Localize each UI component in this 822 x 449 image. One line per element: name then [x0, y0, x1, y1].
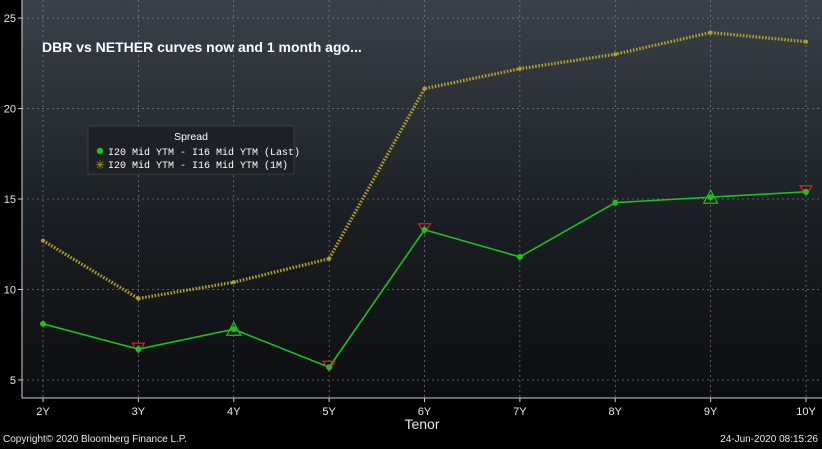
legend-box [87, 125, 295, 175]
point-1m [422, 86, 427, 91]
min-marker [798, 185, 814, 197]
point-last [707, 194, 714, 201]
point-last [421, 226, 428, 233]
point-1m [517, 66, 522, 71]
min-marker [131, 342, 146, 355]
max-marker [702, 188, 719, 204]
x-tick-label: 6Y [418, 406, 432, 418]
point-1m [708, 30, 713, 35]
legend-entry-last: I20 Mid YTM - I16 Mid YTM (Last) [108, 147, 300, 159]
legend-marker-1m: ✳ [95, 158, 105, 172]
y-tick-label: 5 [10, 375, 16, 387]
point-1m [613, 52, 618, 57]
point-last [803, 188, 809, 195]
timestamp-text: 24-Jun-2020 08:15:26 [720, 434, 818, 445]
min-marker [417, 223, 432, 235]
series-layer [40, 30, 814, 373]
min-marker [322, 360, 337, 373]
max-marker [225, 320, 242, 336]
point-last [612, 199, 619, 206]
point-1m [327, 256, 332, 261]
point-1m [136, 296, 141, 301]
axes: 5 10 15 20 25 2Y 3Y 4Y 5Y 6Y 7Y 8Y 9Y 10Y [4, 0, 822, 418]
legend-marker-last [96, 147, 104, 155]
x-axis-label: Tenor [404, 416, 439, 432]
y-tick-label: 15 [4, 194, 16, 206]
chart-title: DBR vs NETHER curves now and 1 month ago… [42, 39, 362, 55]
point-last [135, 346, 142, 353]
y-tick-label: 25 [4, 13, 16, 25]
point-last [516, 253, 523, 260]
point-1m [804, 39, 808, 44]
x-tick-label: 4Y [227, 406, 241, 418]
copyright-text: Copyright© 2020 Bloomberg Finance L.P. [3, 434, 187, 445]
point-1m [231, 280, 236, 285]
x-tick-label: 9Y [704, 406, 718, 418]
point-last [40, 320, 46, 327]
x-tick-label: 7Y [513, 406, 527, 418]
x-tick-label: 5Y [322, 406, 336, 418]
x-tick-label: 8Y [609, 406, 623, 418]
point-last [230, 326, 237, 333]
point-last [326, 364, 333, 371]
y-tick-label: 20 [4, 104, 16, 116]
legend-entry-1m: I20 Mid YTM - I16 Mid YTM (1M) [108, 160, 288, 172]
x-tick-label: 10Y [796, 406, 816, 418]
legend: Spread I20 Mid YTM - I16 Mid YTM (Last) … [87, 125, 300, 175]
legend-title: Spread [174, 131, 208, 143]
x-tick-label: 3Y [132, 406, 146, 418]
y-tick-label: 10 [4, 284, 16, 296]
grid-lines [22, 0, 822, 398]
x-tick-label: 2Y [36, 406, 50, 418]
point-1m [41, 238, 45, 243]
